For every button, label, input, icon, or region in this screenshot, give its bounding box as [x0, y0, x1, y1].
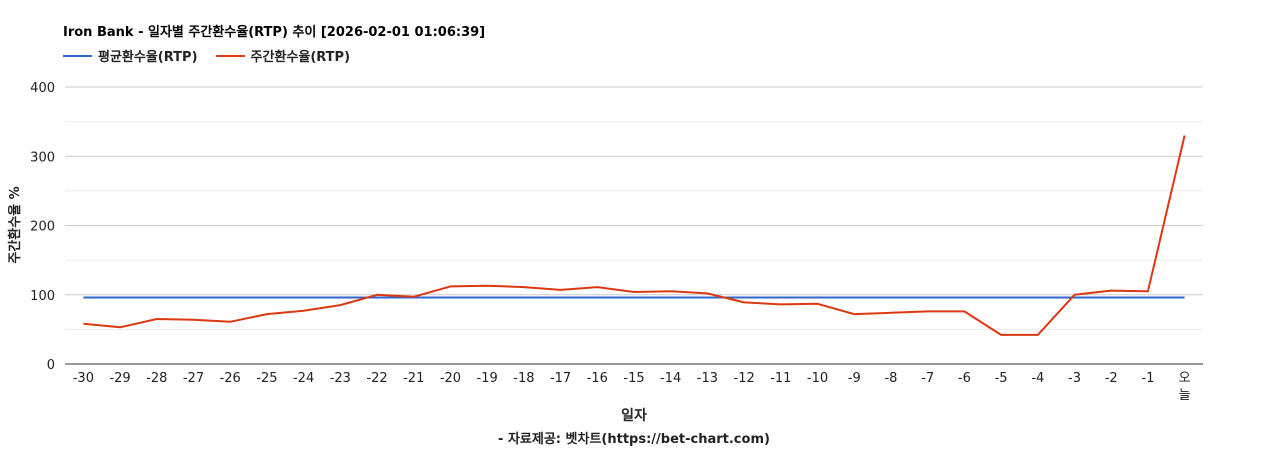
x-tick-label: -28 — [146, 371, 167, 386]
x-tick-label: -17 — [550, 371, 571, 386]
y-axis-title: 주간환수율 % — [7, 186, 23, 263]
source-note: - 자료제공: 벳차트(https://bet-chart.com) — [498, 432, 770, 447]
x-tick-label: 오 — [1179, 371, 1191, 386]
legend-label-average: 평균환수율(RTP) — [98, 50, 198, 65]
x-tick-label: -6 — [958, 371, 971, 386]
grid-layer — [65, 86, 1203, 330]
x-tick-label: -24 — [293, 371, 314, 386]
chart-title: Iron Bank - 일자별 주간환수율(RTP) 추이 [2026-02-0… — [63, 25, 486, 40]
x-tick-label: -7 — [921, 371, 934, 386]
x-tick-label: -20 — [440, 371, 461, 386]
x-tick-label: -5 — [995, 371, 1008, 386]
x-tick-label: -10 — [807, 371, 828, 386]
legend-swatch-average — [63, 54, 92, 57]
axis-layer: 0 100 200 300 400 -30 -29 -28 -27 -26 -25 -24 -23 -22… — [30, 81, 1203, 403]
x-tick-label: -9 — [848, 371, 861, 386]
legend-item-average[interactable]: 평균환수율(RTP) — [63, 46, 198, 65]
x-tick-label: -25 — [256, 371, 277, 386]
x-tick-label: -26 — [220, 371, 241, 386]
x-tick-label: -29 — [109, 371, 130, 386]
legend-swatch-weekly — [215, 54, 245, 57]
x-tick-label: -13 — [697, 371, 718, 386]
legend: 평균환수율(RTP) 주간환수율(RTP) — [63, 46, 368, 65]
x-tick-label: -22 — [366, 371, 387, 386]
x-tick-label: -21 — [403, 371, 424, 386]
x-tick-label: -3 — [1068, 371, 1081, 386]
y-tick-label: 100 — [30, 289, 55, 304]
x-tick-label: -30 — [73, 371, 94, 386]
x-tick-label: -2 — [1105, 371, 1118, 386]
x-tick-label: -1 — [1141, 371, 1154, 386]
x-tick-label: -16 — [587, 371, 608, 386]
x-tick-label: -18 — [513, 371, 534, 386]
x-tick-label: -15 — [623, 371, 644, 386]
y-tick-label: 300 — [30, 150, 55, 165]
legend-label-weekly: 주간환수율(RTP) — [250, 50, 351, 65]
x-axis-title: 일자 — [621, 408, 647, 424]
x-tick-label: -19 — [477, 371, 498, 386]
series-line-weekly — [83, 135, 1186, 336]
x-tick-label: 늘 — [1179, 388, 1191, 403]
x-tick-label: -11 — [770, 371, 791, 386]
series-layer — [83, 135, 1186, 336]
y-tick-label: 0 — [47, 358, 55, 373]
x-tick-label: -12 — [734, 371, 755, 386]
x-tick-label: -8 — [884, 371, 897, 386]
legend-item-weekly[interactable]: 주간환수율(RTP) — [215, 46, 351, 65]
y-tick-label: 200 — [30, 220, 55, 235]
x-tick-label: -27 — [183, 371, 204, 386]
x-tick-label: -23 — [330, 371, 351, 386]
chart-plot: 0 100 200 300 400 -30 -29 -28 -27 -26 -25 -24 -23 -22… — [7, 81, 1203, 403]
x-tick-label: -4 — [1031, 371, 1044, 386]
x-tick-label: -14 — [660, 371, 681, 386]
y-tick-label: 400 — [30, 81, 55, 96]
